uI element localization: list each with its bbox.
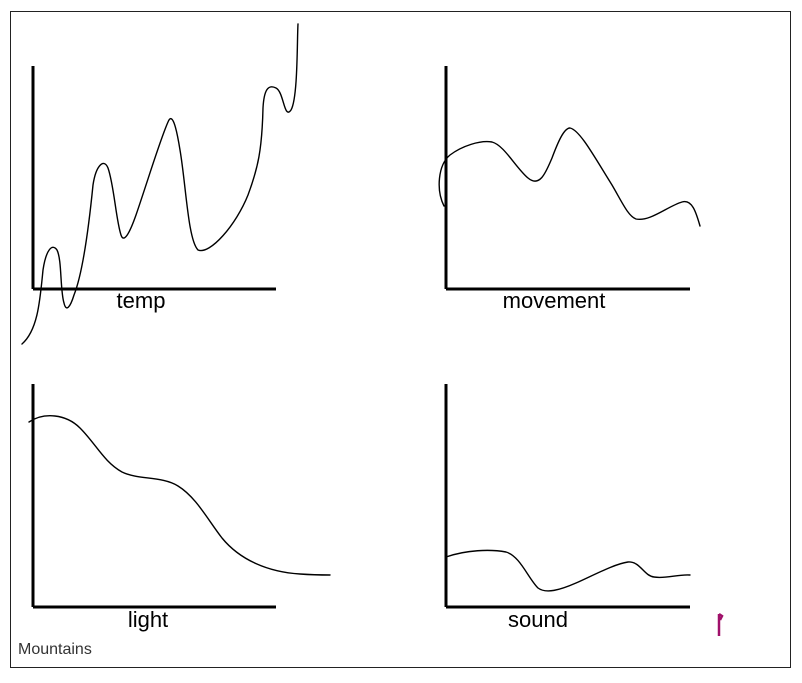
- movement-label: movement: [503, 288, 606, 313]
- panel-light: light: [28, 384, 331, 632]
- canvas-frame: [10, 11, 791, 668]
- sound-curve: [445, 549, 691, 592]
- marker-icon: [717, 612, 724, 636]
- panel-temp: temp: [21, 23, 299, 345]
- temp-curve: [21, 23, 299, 345]
- panel-movement: movement: [438, 66, 701, 313]
- sound-label: sound: [508, 607, 568, 632]
- movement-curve: [438, 127, 701, 227]
- light-curve: [28, 415, 331, 576]
- canvas-caption: Mountains: [18, 641, 92, 658]
- temp-label: temp: [117, 288, 166, 313]
- light-label: light: [128, 607, 168, 632]
- panel-sound: sound: [444, 384, 691, 632]
